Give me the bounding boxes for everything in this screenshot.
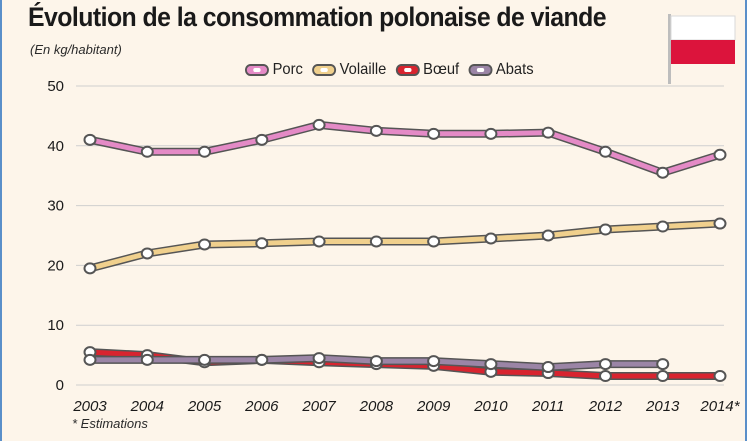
data-point-volaille bbox=[598, 223, 612, 236]
legend-item-volaille: Volaille bbox=[312, 61, 386, 79]
data-point-volaille bbox=[427, 235, 441, 248]
legend: Porc Volaille Bœuf Abats bbox=[245, 59, 534, 81]
y-tick-label: 10 bbox=[47, 317, 64, 334]
data-point-porc bbox=[198, 145, 212, 158]
data-point-abats bbox=[541, 361, 555, 374]
legend-swatch-boeuf bbox=[395, 64, 420, 76]
data-point-volaille bbox=[83, 262, 97, 275]
series-line-porc bbox=[87, 122, 723, 176]
data-point-boeuf bbox=[656, 370, 670, 383]
data-point-abats bbox=[140, 353, 154, 366]
data-point-volaille bbox=[369, 235, 383, 248]
data-point-porc bbox=[83, 133, 97, 146]
x-tick-label: 2012 bbox=[588, 398, 623, 415]
data-point-volaille bbox=[312, 235, 326, 248]
data-point-abats bbox=[83, 353, 97, 366]
x-tick-label: 2006 bbox=[244, 398, 279, 415]
chart-title: Évolution de la consommation polonaise d… bbox=[28, 2, 607, 32]
data-point-abats bbox=[255, 353, 269, 366]
data-point-abats bbox=[369, 355, 383, 368]
data-point-boeuf bbox=[713, 370, 727, 383]
x-tick-label: 2003 bbox=[72, 398, 107, 415]
data-point-porc bbox=[255, 133, 269, 146]
data-point-volaille bbox=[198, 238, 212, 251]
data-point-porc bbox=[656, 166, 670, 179]
legend-swatch-abats bbox=[468, 64, 493, 76]
data-point-porc bbox=[427, 127, 441, 140]
x-tick-label: 2013 bbox=[645, 398, 680, 415]
data-point-abats bbox=[312, 352, 326, 365]
grid bbox=[76, 85, 724, 386]
x-tick-label: 2010 bbox=[473, 398, 508, 415]
data-point-boeuf bbox=[598, 370, 612, 383]
footnote: * Estimations bbox=[72, 416, 148, 431]
data-point-abats bbox=[198, 353, 212, 366]
data-point-porc bbox=[312, 118, 326, 131]
legend-label-boeuf: Bœuf bbox=[423, 61, 460, 78]
x-tick-label: 2008 bbox=[359, 398, 394, 415]
legend-label-abats: Abats bbox=[495, 61, 534, 78]
x-tick-label: 2009 bbox=[416, 398, 451, 415]
x-tick-label: 2005 bbox=[187, 398, 222, 415]
y-tick-label: 50 bbox=[47, 78, 64, 95]
legend-item-porc: Porc bbox=[245, 61, 303, 79]
data-point-porc bbox=[369, 124, 383, 137]
x-tick-label: 2007 bbox=[301, 398, 336, 415]
legend-label-porc: Porc bbox=[272, 61, 303, 78]
axis-ticks: 0 10 20 30 40 50 2003 2004 2005 2006 2007 2008 2009 2… bbox=[47, 78, 740, 415]
data-point-abats bbox=[484, 358, 498, 371]
legend-label-volaille: Volaille bbox=[339, 61, 387, 78]
legend-item-boeuf: Bœuf bbox=[395, 61, 460, 79]
data-point-abats bbox=[598, 358, 612, 371]
data-point-porc bbox=[484, 127, 498, 140]
data-point-abats bbox=[427, 355, 441, 368]
legend-swatch-porc bbox=[245, 64, 269, 76]
data-point-volaille bbox=[255, 237, 269, 250]
data-point-porc bbox=[598, 145, 612, 158]
series-lines bbox=[83, 118, 727, 383]
data-point-volaille bbox=[713, 217, 727, 230]
data-point-volaille bbox=[484, 232, 498, 245]
data-point-porc bbox=[541, 126, 555, 139]
legend-item-abats: Abats bbox=[468, 61, 534, 79]
x-tick-label: 2011 bbox=[531, 398, 564, 415]
data-point-porc bbox=[713, 148, 727, 161]
y-tick-label: 40 bbox=[47, 138, 64, 155]
legend-swatch-volaille bbox=[312, 64, 336, 76]
y-tick-label: 0 bbox=[56, 377, 64, 394]
data-point-porc bbox=[140, 145, 154, 158]
data-point-volaille bbox=[140, 247, 154, 260]
series-line-volaille bbox=[87, 221, 723, 271]
data-point-abats bbox=[656, 358, 670, 371]
data-point-volaille bbox=[541, 229, 555, 242]
chart-subtitle: (En kg/habitant) bbox=[30, 42, 122, 57]
x-tick-label: 2004 bbox=[130, 398, 164, 415]
y-tick-label: 20 bbox=[47, 257, 64, 274]
data-point-volaille bbox=[656, 220, 670, 233]
x-tick-label: 2014* bbox=[699, 398, 740, 415]
poland-flag-icon bbox=[668, 14, 736, 84]
y-tick-label: 30 bbox=[47, 198, 64, 215]
